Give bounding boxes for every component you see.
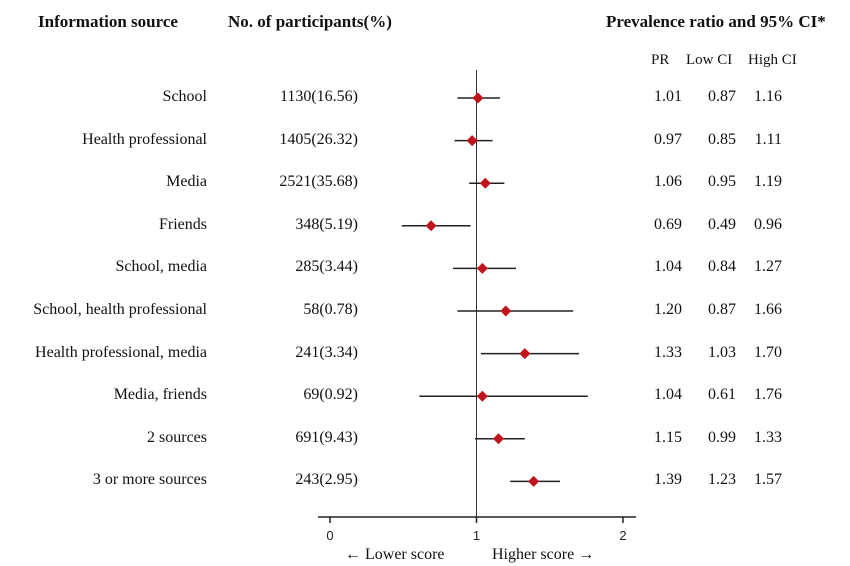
pr-marker bbox=[426, 220, 437, 231]
x-tick-label: 1 bbox=[473, 528, 480, 543]
pr-marker bbox=[500, 306, 511, 317]
pr-marker bbox=[480, 178, 491, 189]
pr-marker bbox=[519, 348, 530, 359]
x-tick-label: 2 bbox=[619, 528, 626, 543]
footer-higher-score: Higher score → bbox=[492, 546, 594, 564]
pr-marker bbox=[472, 93, 483, 104]
pr-marker bbox=[477, 263, 488, 274]
pr-marker bbox=[493, 433, 504, 444]
pr-marker bbox=[477, 391, 488, 402]
pr-marker bbox=[467, 135, 478, 146]
x-tick-label: 0 bbox=[326, 528, 333, 543]
footer-lower-score: ← Lower score bbox=[345, 546, 445, 564]
pr-marker bbox=[528, 476, 539, 487]
